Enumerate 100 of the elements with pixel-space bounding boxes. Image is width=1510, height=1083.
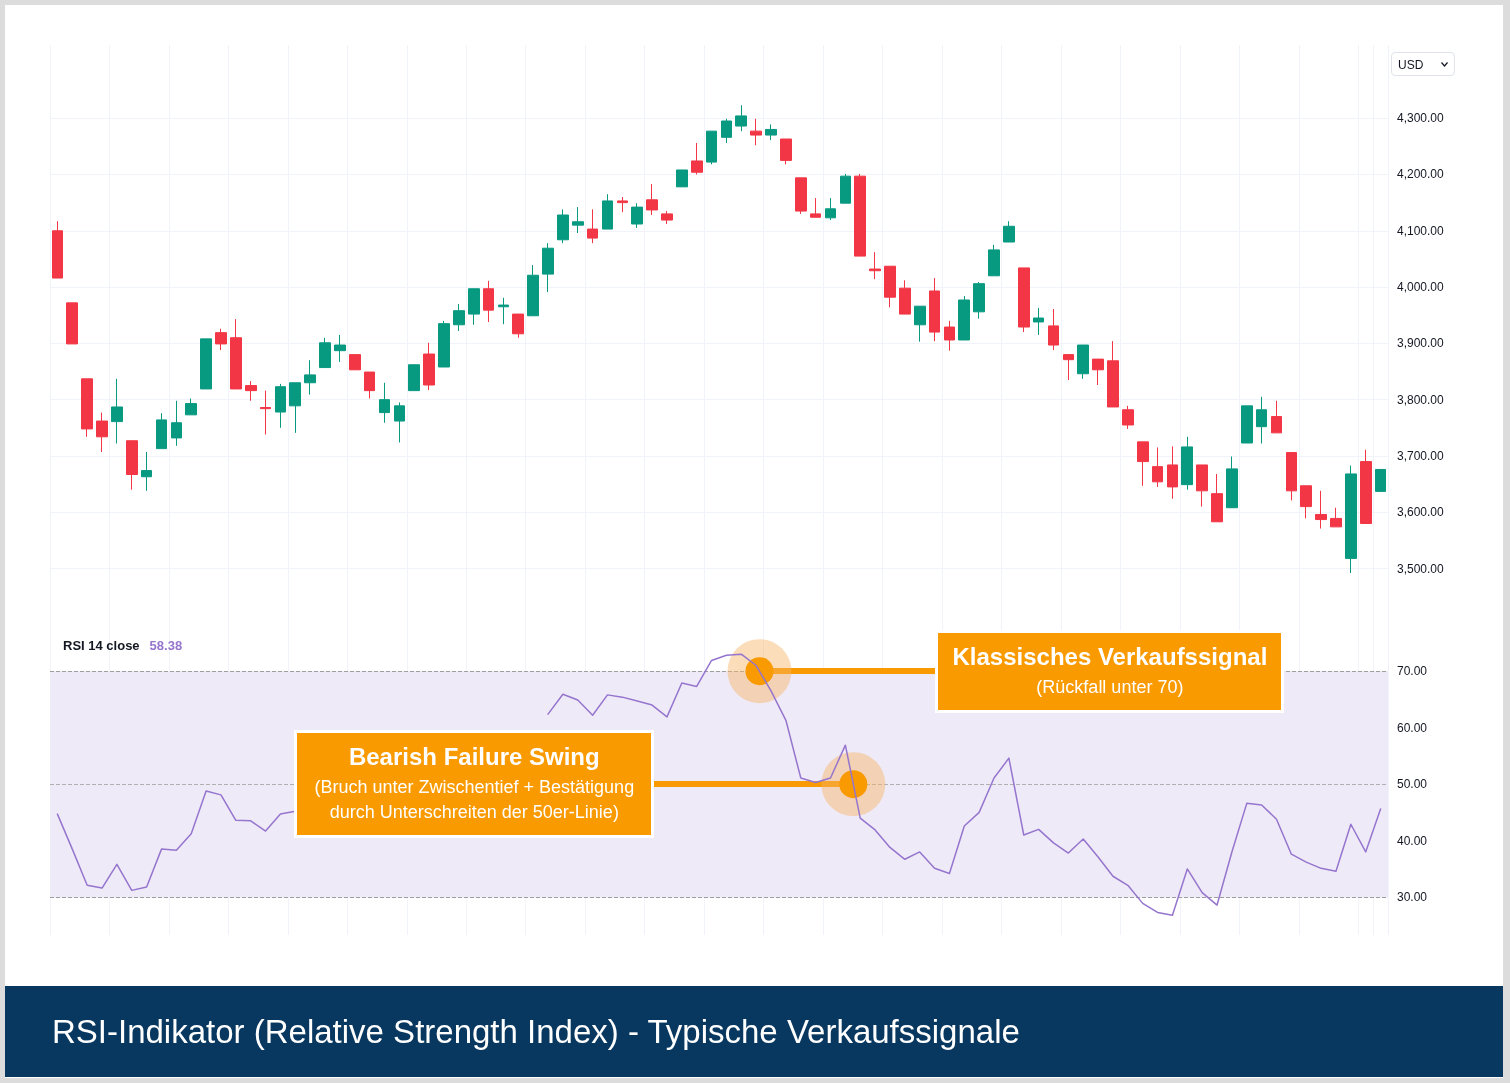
candlestick [408, 364, 420, 392]
candlestick [289, 382, 301, 434]
candlestick [795, 177, 807, 215]
candlestick [542, 242, 554, 293]
candlestick [527, 264, 539, 317]
candlestick [156, 412, 167, 450]
candlestick [512, 313, 524, 339]
candlestick [334, 334, 346, 363]
candlestick [869, 251, 881, 280]
candlestick [944, 320, 955, 352]
candlestick [1152, 446, 1163, 488]
candlestick [1122, 405, 1134, 430]
candlestick [468, 288, 480, 326]
candlestick [557, 208, 569, 244]
candlestick [840, 173, 851, 204]
candlestick [735, 104, 747, 132]
y-tick-label: 3,500.00 [1397, 561, 1445, 576]
candlestick [1241, 405, 1253, 444]
candlestick [631, 202, 643, 229]
y-tick-label: 70.00 [1397, 664, 1428, 679]
candlestick [185, 398, 197, 416]
candlestick [780, 138, 792, 165]
candlestick [884, 265, 896, 308]
candlestick [498, 297, 509, 325]
candlestick [245, 380, 257, 402]
candlestick [988, 244, 1000, 277]
candlestick [1271, 400, 1282, 434]
candlestick [364, 371, 375, 400]
candlestick [1315, 490, 1327, 530]
candlestick [52, 220, 63, 279]
candlestick [765, 123, 777, 141]
candlestick [200, 338, 212, 390]
candlestick [111, 378, 123, 445]
candlestick [1375, 468, 1386, 492]
candlestick [973, 281, 985, 320]
candlestick [349, 354, 361, 371]
candlestick [304, 359, 316, 396]
y-tick-label: 40.00 [1397, 833, 1428, 848]
candlestick [1360, 449, 1372, 524]
candlestick [1018, 267, 1030, 333]
candlestick [438, 320, 450, 368]
candlestick [1033, 307, 1044, 336]
y-tick-label: 3,700.00 [1397, 448, 1445, 463]
candlestick [394, 401, 405, 443]
candlestick [706, 130, 717, 165]
text: RSI-Indikator (Relative Strength Index) - Typische Verkaufssignale [5, 986, 1503, 1077]
y-tick-label: 4,200.00 [1397, 167, 1445, 182]
candlestick [602, 193, 613, 230]
candlestick [1077, 344, 1089, 380]
candlestick [260, 390, 271, 436]
candlestick [230, 318, 242, 390]
text: 58.38 [149, 637, 183, 653]
candlestick [1300, 485, 1312, 519]
candlestick [81, 378, 93, 438]
candlestick [66, 302, 78, 345]
y-tick-label: 4,300.00 [1397, 111, 1445, 126]
candlestick [453, 303, 465, 332]
candlestick [646, 183, 658, 216]
candlestick [1137, 441, 1149, 487]
candlestick [1092, 358, 1104, 386]
candlestick [958, 295, 970, 341]
y-tick-label: 60.00 [1397, 720, 1428, 735]
candlestick [1345, 465, 1357, 574]
candlestick [1330, 507, 1342, 528]
y-tick-label: 3,800.00 [1397, 392, 1445, 407]
candlestick [171, 400, 182, 447]
candlestick [854, 173, 866, 257]
y-tick-label: 50.00 [1397, 777, 1428, 792]
candlestick [1181, 436, 1193, 491]
candlestick [379, 382, 390, 424]
candlestick [617, 196, 628, 213]
candlestick [691, 142, 703, 175]
candlestick [676, 169, 688, 188]
candlestick [423, 342, 435, 391]
candlestick [319, 337, 331, 369]
candlestick [1286, 452, 1297, 501]
y-tick-label: 4,000.00 [1397, 280, 1445, 295]
y-tick-label: 3,600.00 [1397, 505, 1445, 520]
text: RSI 14 close [63, 637, 140, 653]
candlestick [899, 279, 911, 315]
annotation: Bearish Failure Swing (Bruch unter Zwischentief + Bestätigung durch Unterschreiten der 50er-Linie) [313, 743, 636, 825]
candlestick [1167, 445, 1178, 500]
candlestick [1256, 396, 1267, 445]
candlestick [929, 277, 940, 342]
candlestick [825, 197, 836, 221]
candlestick [721, 118, 732, 144]
y-tick-label: 3,900.00 [1397, 336, 1445, 351]
y-tick-label: 30.00 [1397, 890, 1428, 905]
candlestick [1063, 354, 1074, 381]
candlestick [1003, 220, 1015, 243]
candlestick [1226, 456, 1238, 509]
candlestick [1196, 464, 1208, 508]
candlestick [215, 328, 227, 351]
annotation: Klassisches Verkaufssignal (Rückfall unter 70) [952, 642, 1268, 699]
candlestick [750, 118, 762, 146]
candlestick [483, 280, 494, 323]
candlestick [126, 440, 138, 491]
candlestick [587, 208, 598, 244]
candlestick [141, 451, 152, 492]
candlestick [810, 197, 821, 218]
